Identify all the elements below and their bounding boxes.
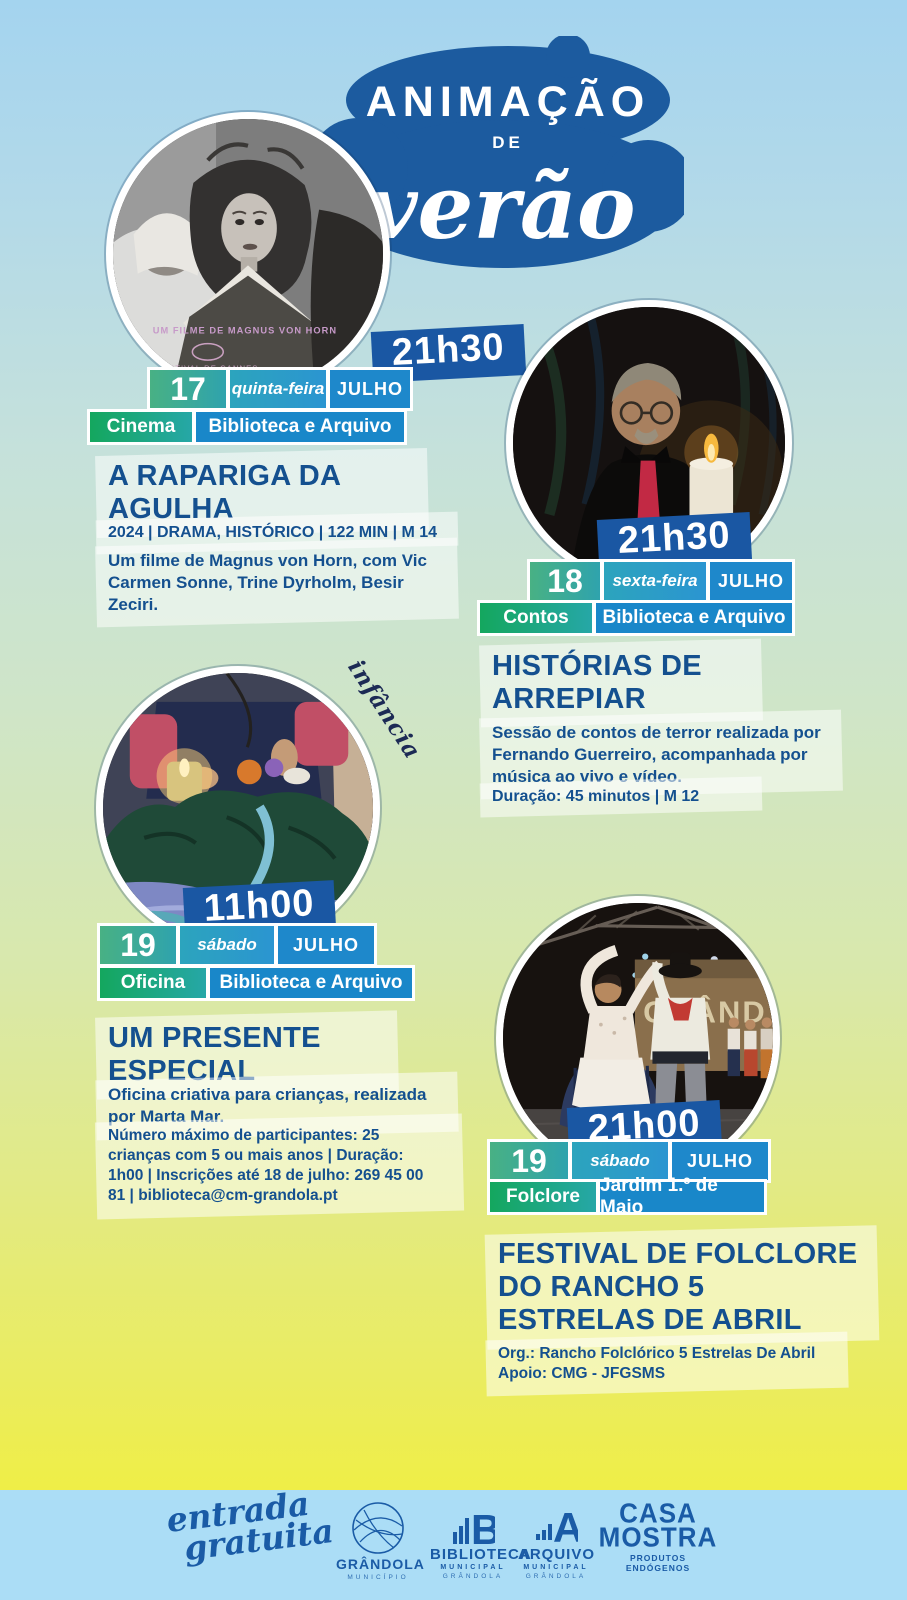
event-title: UM PRESENTE ESPECIAL: [108, 1022, 378, 1088]
biblioteca-sub2: GRÂNDOLA: [442, 1573, 504, 1580]
category-row: Cinema Biblioteca e Arquivo: [90, 412, 404, 442]
venue-badge: Jardim 1.º de Maio: [600, 1175, 764, 1218]
venue-badge: Biblioteca e Arquivo: [210, 968, 412, 998]
arquivo-sub2: GRÂNDOLA: [525, 1573, 587, 1580]
svg-text:A: A: [553, 1504, 578, 1546]
month-label: JULHO: [330, 370, 410, 408]
month-label: JULHO: [278, 926, 374, 964]
weekday-label: quinta-feira: [230, 370, 326, 408]
arquivo-a-icon: A: [536, 1504, 578, 1546]
biblioteca-name: BIBLIOTECA: [430, 1546, 532, 1563]
casa-mostra-sub: PRODUTOS ENDÓGENOS: [625, 1552, 691, 1573]
logo-line-2: DE: [492, 133, 524, 152]
day-number: 19: [490, 1142, 568, 1180]
category-badge: Folclore: [490, 1182, 596, 1212]
summer-animation-logo: ANIMAÇÃO DE verão: [318, 36, 684, 268]
day-number: 19: [100, 926, 176, 964]
day-number: 17: [150, 370, 226, 408]
category-badge: Contos: [480, 603, 592, 633]
org-line: Org.: Rancho Folclórico 5 Estrelas De Ab…: [498, 1345, 816, 1362]
weekday-label: sábado: [180, 926, 274, 964]
grandola-globe-icon: [352, 1502, 404, 1554]
event-title: HISTÓRIAS DE ARREPIAR: [492, 650, 742, 716]
event-description: Sessão de contos de terror realizada por…: [492, 723, 821, 786]
casa-mostra-line-1: CASA: [619, 1496, 697, 1530]
arquivo-municipal-logo: A ARQUIVO MUNICIPAL GRÂNDOLA: [518, 1504, 594, 1580]
grandola-municipality-logo: GRÂNDOLA MUNICÍPIO: [336, 1500, 425, 1581]
date-row: 18 sexta-feira JULHO: [530, 562, 792, 600]
logo-line-1: ANIMAÇÃO: [366, 78, 650, 126]
footer-bar: [0, 1490, 907, 1600]
venue-badge: Biblioteca e Arquivo: [596, 603, 792, 633]
category-badge: Oficina: [100, 968, 206, 998]
biblioteca-sub: MUNICIPAL: [440, 1564, 506, 1571]
weekday-label: sexta-feira: [604, 562, 706, 600]
category-badge: Cinema: [90, 412, 192, 442]
weekday-label: sábado: [572, 1142, 668, 1180]
event-details: Número máximo de participantes: 25 crian…: [108, 1126, 443, 1207]
casa-mostra-line-2: MOSTRA: [598, 1520, 718, 1554]
arquivo-sub: MUNICIPAL: [523, 1564, 589, 1571]
category-row: Contos Biblioteca e Arquivo: [480, 603, 792, 633]
film-credit-text: UM FILME DE MAGNUS VON HORN: [153, 325, 337, 335]
venue-badge: Biblioteca e Arquivo: [196, 412, 404, 442]
day-number: 18: [530, 562, 600, 600]
event-meta: Duração: 45 minutos | M 12: [492, 788, 742, 806]
event-organizer: Org.: Rancho Folclórico 5 Estrelas De Ab…: [498, 1344, 828, 1384]
arquivo-name: ARQUIVO: [518, 1546, 596, 1563]
category-row: Folclore Jardim 1.º de Maio: [490, 1175, 764, 1218]
grandola-name: GRÂNDOLA: [336, 1556, 425, 1572]
event-photo-workshop: [96, 666, 380, 950]
biblioteca-b-icon: B: [453, 1506, 495, 1546]
biblioteca-municipal-logo: B BIBLIOTECA MUNICIPAL GRÂNDOLA: [430, 1504, 532, 1580]
casa-mostra-logo: CASA MOSTRA PRODUTOS ENDÓGENOS: [598, 1496, 718, 1573]
month-label: JULHO: [710, 562, 792, 600]
event-photo-film-still: UM FILME DE MAGNUS VON HORN FESTIVAL DE …: [106, 112, 390, 396]
logo-script-verao: verão: [366, 155, 635, 259]
date-row: 19 sábado JULHO: [490, 1142, 768, 1180]
apoio-line: Apoio: CMG - JFGSMS: [498, 1365, 666, 1383]
event-meta: 2024 | DRAMA, HISTÓRICO | 122 MIN | M 14: [108, 524, 438, 541]
grandola-sub: MUNICÍPIO: [347, 1574, 409, 1581]
month-label: JULHO: [672, 1142, 768, 1180]
date-row: 19 sábado JULHO: [100, 926, 374, 964]
event-title: FESTIVAL DE FOLCLORE DO RANCHO 5 ESTRELA…: [498, 1238, 858, 1337]
date-row: 17 quinta-feira JULHO: [150, 370, 410, 408]
film-festival-text: FESTIVAL DE CANNES: [157, 363, 258, 372]
category-row: Oficina Biblioteca e Arquivo: [100, 968, 412, 998]
event-description: Um filme de Magnus von Horn, com Vic Car…: [108, 550, 438, 615]
svg-text:B: B: [471, 1506, 495, 1546]
cannes-laurel-icon: [191, 342, 225, 361]
